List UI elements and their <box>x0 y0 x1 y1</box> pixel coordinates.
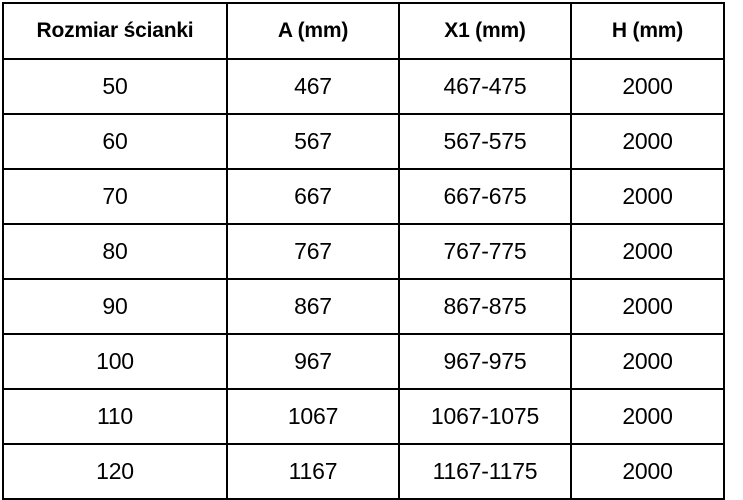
cell-a: 967 <box>226 333 400 390</box>
table-row: 80 767 767-775 2000 <box>2 223 725 280</box>
wall-size-dimensions-table: Rozmiar ścianki A (mm) X1 (mm) H (mm) 50… <box>2 2 725 500</box>
cell-x1: 867-875 <box>398 278 572 335</box>
cell-h: 2000 <box>570 223 725 280</box>
table-row: 110 1067 1067-1075 2000 <box>2 388 725 445</box>
cell-x1: 767-775 <box>398 223 572 280</box>
table-header: Rozmiar ścianki A (mm) X1 (mm) H (mm) <box>2 2 725 60</box>
cell-a: 867 <box>226 278 400 335</box>
table-header-row: Rozmiar ścianki A (mm) X1 (mm) H (mm) <box>2 2 725 60</box>
cell-x1: 667-675 <box>398 168 572 225</box>
cell-size: 100 <box>2 333 228 390</box>
cell-size: 110 <box>2 388 228 445</box>
cell-size: 60 <box>2 113 228 170</box>
table-row: 70 667 667-675 2000 <box>2 168 725 225</box>
cell-size: 90 <box>2 278 228 335</box>
cell-h: 2000 <box>570 113 725 170</box>
cell-h: 2000 <box>570 388 725 445</box>
table-row: 50 467 467-475 2000 <box>2 58 725 115</box>
table-row: 100 967 967-975 2000 <box>2 333 725 390</box>
cell-h: 2000 <box>570 58 725 115</box>
column-header-a: A (mm) <box>226 2 400 60</box>
cell-a: 1067 <box>226 388 400 445</box>
cell-a: 467 <box>226 58 400 115</box>
cell-h: 2000 <box>570 168 725 225</box>
cell-h: 2000 <box>570 443 725 500</box>
table-row: 90 867 867-875 2000 <box>2 278 725 335</box>
cell-x1: 567-575 <box>398 113 572 170</box>
cell-a: 567 <box>226 113 400 170</box>
table-row: 60 567 567-575 2000 <box>2 113 725 170</box>
cell-size: 70 <box>2 168 228 225</box>
column-header-x1: X1 (mm) <box>398 2 572 60</box>
cell-size: 80 <box>2 223 228 280</box>
cell-size: 50 <box>2 58 228 115</box>
cell-a: 1167 <box>226 443 400 500</box>
cell-h: 2000 <box>570 278 725 335</box>
cell-x1: 967-975 <box>398 333 572 390</box>
cell-x1: 1067-1075 <box>398 388 572 445</box>
column-header-h: H (mm) <box>570 2 725 60</box>
table-row: 120 1167 1167-1175 2000 <box>2 443 725 500</box>
table-body: 50 467 467-475 2000 60 567 567-575 2000 … <box>2 58 725 500</box>
cell-size: 120 <box>2 443 228 500</box>
cell-a: 767 <box>226 223 400 280</box>
column-header-size: Rozmiar ścianki <box>2 2 228 60</box>
cell-x1: 1167-1175 <box>398 443 572 500</box>
cell-x1: 467-475 <box>398 58 572 115</box>
cell-h: 2000 <box>570 333 725 390</box>
cell-a: 667 <box>226 168 400 225</box>
